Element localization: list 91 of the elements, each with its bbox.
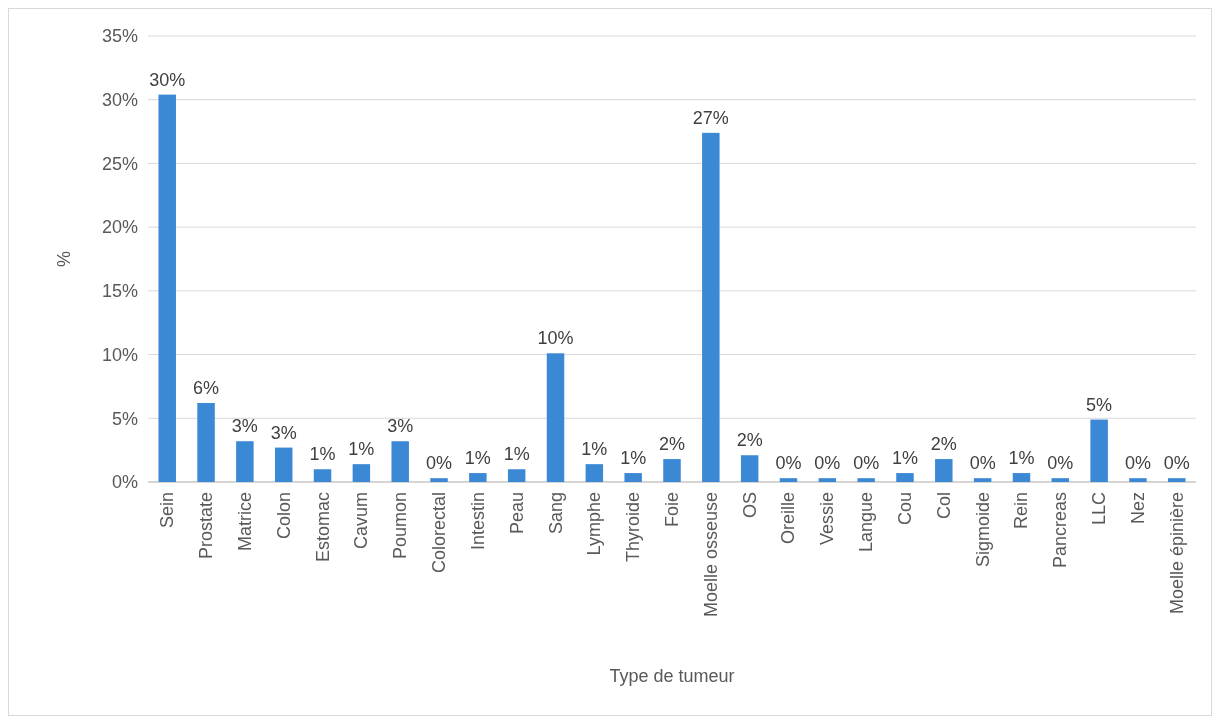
bar — [935, 459, 953, 482]
bar — [236, 441, 254, 482]
data-label: 10% — [537, 328, 574, 349]
bar — [158, 94, 176, 482]
data-label: 2% — [658, 434, 686, 455]
x-tick-label: Oreille — [778, 492, 799, 545]
data-label: 1% — [581, 439, 608, 460]
data-label: 30% — [149, 69, 186, 90]
x-tick-label: Sein — [157, 492, 178, 529]
x-tick-label: Estomac — [312, 492, 333, 563]
data-label: 27% — [692, 107, 729, 128]
data-label: 1% — [309, 444, 336, 465]
bar — [740, 455, 759, 482]
x-tick-label: Peau — [506, 492, 527, 535]
bar — [546, 353, 565, 482]
x-tick-label: Cavum — [351, 492, 372, 550]
x-tick-label: Pancreas — [1050, 492, 1071, 569]
data-label: 3% — [231, 416, 258, 437]
bar — [1129, 478, 1147, 482]
x-tick-label: Moelle épinière — [1166, 492, 1187, 615]
x-tick-label: Matrice — [234, 492, 255, 552]
bar — [663, 459, 681, 482]
x-tick-label: Rein — [1011, 492, 1032, 530]
y-tick-label: 10% — [101, 344, 138, 365]
data-label: 1% — [1008, 448, 1035, 469]
y-axis-title: % — [54, 250, 74, 268]
bar — [391, 441, 409, 482]
data-label: 0% — [1047, 453, 1074, 474]
data-label: 6% — [193, 377, 220, 398]
data-label: 2% — [930, 434, 957, 455]
data-label: 1% — [464, 448, 491, 469]
bar — [1012, 473, 1031, 482]
x-tick-label: Intestin — [467, 492, 488, 551]
data-label: 0% — [1124, 453, 1151, 474]
y-tick-label: 30% — [101, 90, 138, 111]
x-tick-label: Vessie — [817, 492, 838, 546]
x-tick-label: LLC — [1089, 492, 1110, 526]
x-tick-label: Prostate — [196, 492, 217, 560]
bar — [313, 469, 332, 482]
x-tick-label: Foie — [662, 492, 682, 528]
data-label: 0% — [426, 453, 453, 474]
data-label: 0% — [814, 453, 841, 474]
y-tick-label: 5% — [111, 408, 138, 429]
bar — [779, 478, 798, 482]
bar — [624, 473, 642, 482]
data-label: 0% — [775, 453, 802, 474]
bar — [1051, 478, 1070, 482]
x-tick-label: Nez — [1127, 492, 1148, 525]
data-label: 5% — [1086, 394, 1113, 415]
data-label: 1% — [620, 448, 647, 469]
x-tick-label: Thyroide — [623, 492, 644, 563]
bar — [430, 478, 448, 482]
x-tick-label: Sang — [545, 492, 566, 535]
y-tick-label: 35% — [101, 26, 138, 47]
bar — [507, 469, 526, 482]
bar — [274, 447, 293, 482]
x-tick-label: Sigmoide — [972, 492, 993, 568]
data-label: 1% — [891, 448, 918, 469]
x-tick-label: Poumon — [390, 492, 411, 560]
x-tick-label: Col — [933, 492, 954, 520]
bar — [896, 473, 914, 482]
data-label: 0% — [969, 453, 996, 474]
x-tick-label: Cou — [894, 492, 915, 526]
bar — [1168, 478, 1186, 482]
data-label: 0% — [853, 453, 880, 474]
x-tick-label: Lymphe — [584, 492, 605, 556]
x-tick-label: Langue — [856, 492, 877, 553]
x-tick-label: Colon — [273, 492, 294, 540]
bar — [585, 464, 604, 482]
y-tick-label: 20% — [101, 217, 138, 238]
bar — [197, 402, 215, 482]
data-label: 1% — [348, 439, 375, 460]
bar — [857, 478, 875, 482]
y-tick-label: 25% — [101, 153, 138, 174]
bar — [818, 478, 837, 482]
bar — [973, 478, 992, 482]
x-tick-label: Colorectal — [429, 492, 450, 574]
data-label: 3% — [387, 416, 414, 437]
x-axis-title: Type de tumeur — [609, 666, 735, 686]
data-label: 1% — [503, 444, 530, 465]
bar — [352, 464, 371, 482]
bar — [702, 132, 720, 482]
x-tick-label: Moelle osseuse — [700, 492, 721, 618]
data-label: 2% — [736, 430, 763, 451]
y-tick-label: 15% — [101, 281, 138, 302]
data-label: 3% — [270, 422, 297, 443]
data-label: 0% — [1163, 453, 1190, 474]
bar — [1090, 419, 1108, 482]
bar — [469, 473, 487, 482]
y-tick-label: 0% — [111, 472, 138, 493]
x-tick-label: OS — [739, 492, 760, 519]
